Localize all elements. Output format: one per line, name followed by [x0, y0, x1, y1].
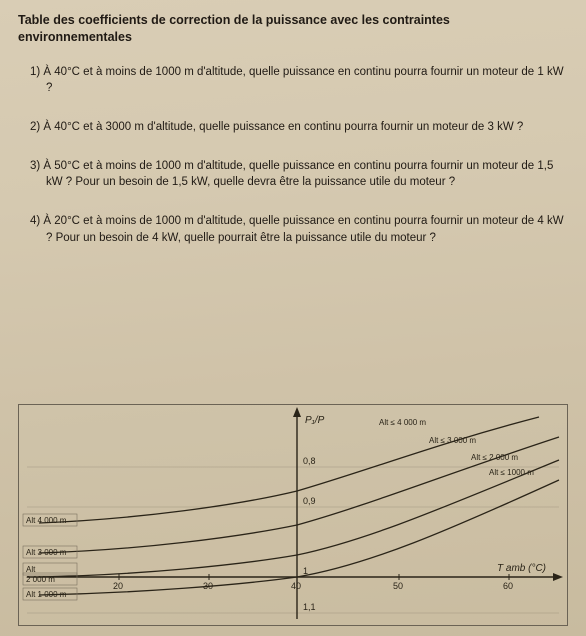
chart-svg: P₁/P T amb (°C) 20 30 40 50 60 0,8 0,9 1 1,1 Alt 4 …	[19, 405, 567, 623]
svg-text:0,8: 0,8	[303, 456, 316, 466]
svg-text:T amb (°C): T amb (°C)	[497, 563, 546, 574]
svg-text:Alt: Alt	[26, 565, 36, 574]
svg-text:Alt ≤ 3 000 m: Alt ≤ 3 000 m	[429, 436, 476, 445]
svg-text:30: 30	[203, 581, 213, 591]
page-title: Table des coefficients de correction de …	[18, 12, 568, 46]
svg-text:Alt 1 000 m: Alt 1 000 m	[26, 590, 67, 599]
svg-text:Alt ≤ 4 000 m: Alt ≤ 4 000 m	[379, 418, 426, 427]
correction-chart: P₁/P T amb (°C) 20 30 40 50 60 0,8 0,9 1 1,1 Alt 4 …	[18, 404, 568, 626]
title-line-2: environnementales	[18, 30, 132, 44]
svg-text:20: 20	[113, 581, 123, 591]
title-line-1: Table des coefficients de correction de …	[18, 13, 450, 27]
svg-text:Alt 3 000 m: Alt 3 000 m	[26, 548, 67, 557]
svg-text:1,1: 1,1	[303, 602, 316, 612]
question-1: 1) À 40°C et à moins de 1000 m d'altitud…	[18, 64, 568, 97]
question-4: 4) À 20°C et à moins de 1000 m d'altitud…	[18, 213, 568, 246]
svg-text:40: 40	[291, 581, 301, 591]
svg-text:Alt 4 000 m: Alt 4 000 m	[26, 516, 67, 525]
page: Table des coefficients de correction de …	[0, 0, 586, 246]
svg-text:50: 50	[393, 581, 403, 591]
svg-text:60: 60	[503, 581, 513, 591]
svg-text:1: 1	[303, 566, 308, 576]
question-2: 2) À 40°C et à 3000 m d'altitude, quelle…	[18, 119, 568, 136]
question-3: 3) À 50°C et à moins de 1000 m d'altitud…	[18, 158, 568, 191]
svg-text:0,9: 0,9	[303, 496, 316, 506]
svg-text:Alt ≤ 1000 m: Alt ≤ 1000 m	[489, 468, 534, 477]
curve-alt1000	[39, 480, 559, 595]
svg-text:Alt ≤ 2 000 m: Alt ≤ 2 000 m	[471, 453, 518, 462]
svg-text:P₁/P: P₁/P	[305, 415, 325, 426]
svg-text:2 000 m: 2 000 m	[26, 575, 55, 584]
